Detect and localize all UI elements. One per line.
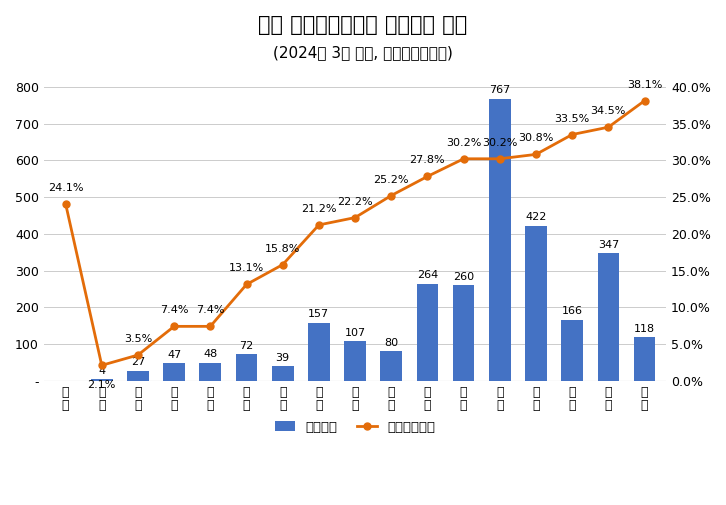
Text: 3.5%: 3.5% (124, 334, 152, 344)
Text: 13.1%: 13.1% (229, 264, 264, 273)
Bar (200, 363, 221, 381)
석면학교비율 (134, 352, 142, 358)
Text: 24.1%: 24.1% (48, 183, 83, 192)
Text: 27.8%: 27.8% (409, 156, 445, 166)
석면학교비율 (568, 131, 576, 137)
Text: 33.5%: 33.5% (555, 114, 590, 124)
Text: 27: 27 (131, 357, 145, 367)
석면학교비율 (351, 215, 359, 221)
Text: 22.2%: 22.2% (338, 196, 373, 207)
Bar (561, 320, 583, 381)
Bar (597, 253, 619, 381)
Bar (236, 355, 257, 381)
Text: 전국 광역자치단체별 석면학교 현황: 전국 광역자치단체별 석면학교 현황 (258, 15, 468, 35)
석면학교비율 (460, 156, 468, 162)
Bar (417, 284, 439, 381)
Text: 48: 48 (203, 349, 218, 360)
Text: 260: 260 (453, 272, 474, 281)
Bar (91, 379, 113, 381)
Bar (380, 351, 402, 381)
Bar (634, 337, 656, 381)
Text: 38.1%: 38.1% (627, 80, 662, 90)
Bar (127, 371, 149, 381)
Bar (453, 285, 475, 381)
Bar (272, 367, 293, 381)
석면학교비율 (604, 124, 613, 130)
Text: 21.2%: 21.2% (301, 204, 337, 214)
Text: (2024년 3월 기준, 초중고특수학교): (2024년 3월 기준, 초중고특수학교) (273, 45, 453, 61)
Text: 34.5%: 34.5% (591, 106, 626, 116)
Text: 767: 767 (489, 85, 510, 95)
Line: 석면학교비율: 석면학교비율 (62, 97, 648, 369)
Text: 30.2%: 30.2% (446, 138, 481, 148)
Text: 166: 166 (562, 306, 583, 316)
Bar (308, 323, 330, 381)
Text: 47: 47 (167, 350, 182, 360)
석면학교비율 (531, 152, 540, 158)
Text: 15.8%: 15.8% (265, 243, 301, 254)
석면학교비율 (61, 200, 70, 207)
석면학교비율 (242, 281, 251, 287)
석면학교비율 (170, 323, 179, 329)
Legend: 석면학교, 석면학교비율: 석면학교, 석면학교비율 (269, 415, 441, 439)
Text: 347: 347 (597, 239, 619, 249)
Text: 2.1%: 2.1% (88, 380, 116, 390)
석면학교비율 (495, 156, 504, 162)
Text: 7.4%: 7.4% (196, 306, 224, 315)
Text: 107: 107 (345, 328, 366, 338)
Bar (344, 341, 366, 381)
Text: 39: 39 (276, 353, 290, 363)
석면학교비율 (387, 192, 396, 198)
Text: 4: 4 (98, 366, 105, 376)
Text: 264: 264 (417, 270, 438, 280)
Text: 157: 157 (309, 310, 330, 319)
Text: 118: 118 (634, 324, 655, 334)
Text: 72: 72 (240, 340, 253, 350)
석면학교비율 (97, 362, 106, 368)
Text: 80: 80 (384, 338, 399, 347)
Text: 7.4%: 7.4% (160, 306, 188, 315)
Bar (489, 99, 510, 381)
석면학교비율 (278, 262, 287, 268)
Text: 422: 422 (526, 212, 547, 222)
석면학교비율 (206, 323, 215, 329)
석면학교비율 (640, 97, 649, 104)
Text: 25.2%: 25.2% (373, 175, 409, 184)
Bar (163, 364, 185, 381)
석면학교비율 (423, 173, 432, 179)
Bar (525, 226, 547, 381)
Text: 30.2%: 30.2% (482, 138, 518, 148)
Text: 30.8%: 30.8% (518, 133, 554, 143)
석면학교비율 (314, 222, 323, 228)
